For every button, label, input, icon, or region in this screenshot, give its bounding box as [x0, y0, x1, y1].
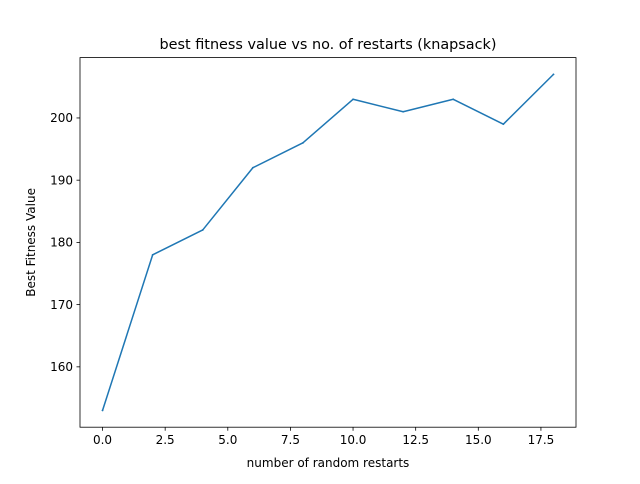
x-tick-label: 10.0: [340, 433, 367, 447]
data-point: [151, 253, 154, 256]
x-tick-label: 5.0: [218, 433, 237, 447]
y-tick-label: 190: [50, 173, 73, 187]
x-tick-label: 0.0: [93, 433, 112, 447]
series-line: [101, 73, 555, 412]
y-axis-ticks: 160 170 180 190 200: [50, 111, 80, 374]
data-point: [352, 98, 354, 101]
data-point: [101, 409, 104, 412]
x-tick-label: 7.5: [281, 433, 300, 447]
y-tick-label: 160: [50, 360, 73, 374]
data-point: [452, 98, 455, 101]
plot-area-background: [80, 57, 576, 428]
x-axis-label: number of random restarts: [247, 456, 410, 470]
y-tick-label: 180: [50, 236, 73, 250]
data-point: [552, 73, 555, 76]
data-point: [201, 229, 204, 231]
data-point: [302, 141, 304, 144]
data-point: [502, 123, 505, 126]
y-tick-label: 200: [50, 111, 73, 125]
y-tick-label: 170: [50, 298, 73, 312]
plot-frame: [79, 57, 577, 428]
series-layer: [101, 73, 555, 412]
x-tick-label: 12.5: [402, 433, 429, 447]
y-axis-label: Best Fitness Value: [24, 188, 38, 297]
data-point: [251, 166, 254, 169]
x-tick-label: 2.5: [156, 433, 175, 447]
chart-title: best fitness value vs no. of restarts (k…: [160, 37, 497, 53]
x-tick-label: 15.0: [465, 433, 492, 447]
data-point: [402, 110, 405, 113]
x-tick-label: 17.5: [528, 433, 555, 447]
x-axis-ticks: 0.0 2.5 5.0 7.5 10.0 12.5 15.0 17.5: [93, 427, 554, 447]
